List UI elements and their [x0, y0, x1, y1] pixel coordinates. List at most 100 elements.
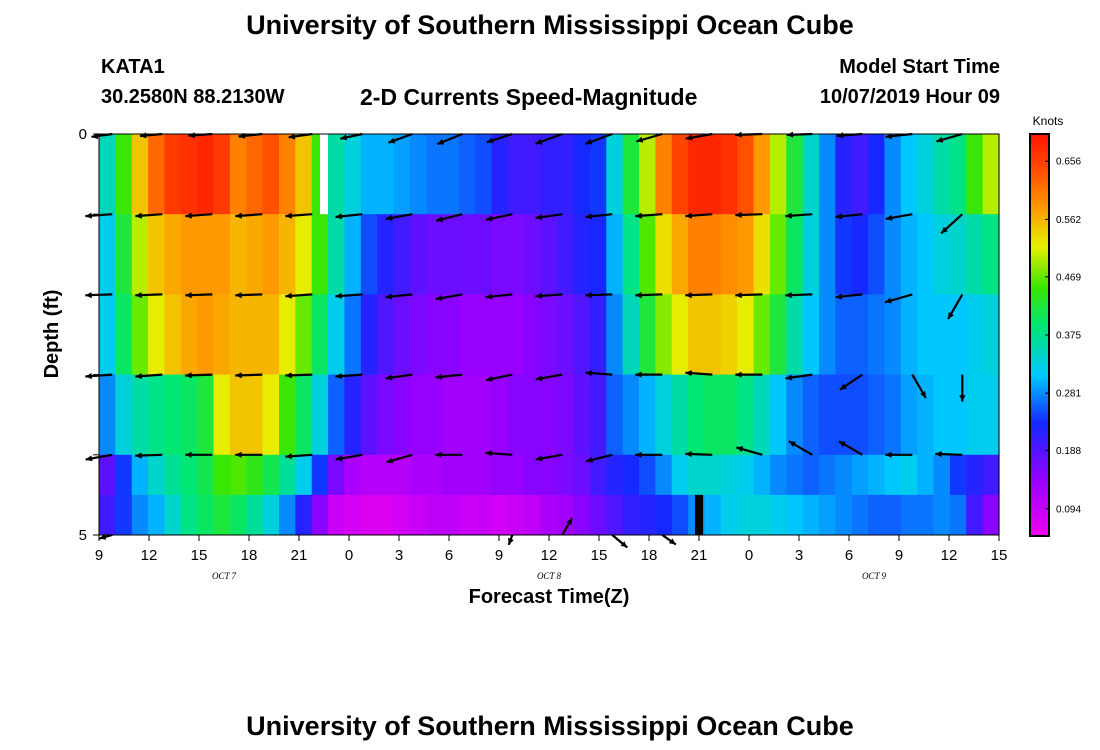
current-vector-head	[935, 451, 942, 458]
heat-cell	[164, 454, 182, 496]
heat-cell	[671, 214, 689, 295]
x-tick-label: 15	[991, 547, 1008, 564]
heat-cell	[737, 294, 755, 375]
heat-cell	[508, 134, 526, 215]
current-vector-head	[685, 292, 692, 299]
current-vector-head	[385, 293, 393, 300]
colorbar-tick-label: 0.656	[1056, 157, 1081, 168]
heat-cell	[197, 294, 215, 375]
heat-cell	[671, 454, 689, 496]
current-vector-head	[735, 211, 742, 218]
heat-cell	[786, 294, 804, 375]
heat-cell	[524, 294, 542, 375]
current-vector-head	[508, 537, 514, 545]
heat-cell	[786, 494, 804, 536]
heat-cell	[344, 454, 362, 496]
heat-cell	[688, 214, 706, 295]
heat-cell	[769, 494, 787, 536]
heat-cell	[246, 494, 264, 536]
heat-cell	[197, 134, 215, 215]
heat-cell	[868, 454, 886, 496]
heat-cell	[720, 454, 738, 496]
x-tick-label: 18	[241, 547, 258, 564]
heat-cell	[606, 454, 624, 496]
heat-cell	[622, 214, 640, 295]
heat-cell	[344, 214, 362, 295]
heat-cell	[508, 294, 526, 375]
date-label: OCT 8	[537, 571, 562, 581]
heat-cell	[328, 214, 346, 295]
heat-cell	[213, 374, 231, 456]
heat-cell	[704, 214, 722, 295]
current-vector-head	[635, 292, 642, 299]
current-vector-head	[635, 451, 642, 458]
heat-cell	[197, 374, 215, 456]
current-vector-head	[436, 216, 443, 223]
heat-cell	[131, 374, 149, 456]
current-vector-head	[85, 292, 92, 299]
heat-cell	[262, 134, 280, 215]
heat-cell	[229, 374, 247, 456]
heat-cell	[426, 294, 444, 375]
heatmap	[99, 134, 1000, 536]
heat-cell	[164, 374, 182, 456]
heat-cell	[933, 454, 951, 496]
heat-cell	[328, 494, 346, 536]
current-vector-head	[535, 138, 543, 145]
heat-cell	[851, 214, 869, 295]
heat-cell	[311, 214, 329, 295]
heat-cell	[229, 134, 247, 215]
current-vector-head	[884, 297, 892, 304]
heat-cell	[524, 494, 542, 536]
heat-cell	[377, 494, 395, 536]
heat-cell	[475, 454, 493, 496]
heat-cell	[671, 374, 689, 456]
y-tick-label: 5	[79, 527, 87, 544]
x-tick-label: 9	[895, 547, 903, 564]
heat-cell	[802, 214, 820, 295]
heat-cell	[884, 374, 902, 456]
heat-cell	[622, 294, 640, 375]
heat-cell	[933, 494, 951, 536]
heat-cell	[769, 294, 787, 375]
heat-cell	[933, 294, 951, 375]
heat-cell	[802, 134, 820, 215]
heat-cell	[246, 294, 264, 375]
heat-cell	[573, 134, 591, 215]
heat-cell	[884, 134, 902, 215]
heat-cell	[377, 374, 395, 456]
heat-cell	[426, 494, 444, 536]
current-vector-head	[185, 372, 192, 379]
current-vector-head	[235, 451, 242, 458]
heat-cell	[835, 214, 853, 295]
heat-cell	[229, 294, 247, 375]
heat-cell	[868, 214, 886, 295]
x-tick-label: 12	[141, 547, 158, 564]
colorbar: Knots 0.094 0.188 0.281 0.375 0.469 0.562 0.656	[1029, 114, 1081, 537]
heat-cell	[148, 214, 166, 295]
heat-cell	[966, 214, 984, 295]
current-vector-head	[785, 374, 793, 381]
heat-cell	[802, 454, 820, 496]
heat-cell	[966, 454, 984, 496]
heat-cell	[524, 454, 542, 496]
chart-title: University of Southern Mississippi Ocean…	[246, 10, 854, 40]
heat-cell	[966, 294, 984, 375]
current-vector-head	[285, 453, 292, 460]
heat-cell	[99, 374, 116, 456]
x-tick-label: 21	[691, 547, 708, 564]
current-vector-head	[936, 136, 944, 143]
current-vector-head	[835, 293, 843, 300]
heat-cell	[639, 454, 656, 496]
heat-cell	[949, 454, 967, 496]
heat-cell	[360, 454, 378, 496]
heat-cell	[279, 134, 296, 215]
x-tick-label: 12	[541, 547, 558, 564]
heat-cell	[131, 294, 149, 375]
heat-cell	[524, 374, 542, 456]
heat-cell	[835, 134, 853, 215]
current-vector-head	[735, 371, 742, 378]
heat-cell	[720, 374, 738, 456]
current-vector-head	[535, 455, 543, 462]
heat-cell	[360, 214, 378, 295]
